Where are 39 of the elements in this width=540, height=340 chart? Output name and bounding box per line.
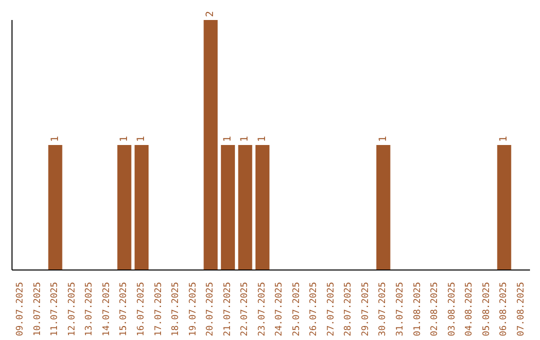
x-tick-label: 19.07.2025 [188,282,198,336]
x-tick-label: 14.07.2025 [102,282,112,336]
data-label: 1 [256,136,268,142]
x-tick-label: 15.07.2025 [119,282,130,336]
x-tick-label: 09.07.2025 [16,282,26,336]
data-label: 2 [205,10,216,17]
x-tick-label: 23.07.2025 [257,282,268,336]
x-tick-label: 20.07.2025 [206,282,216,336]
data-label: 1 [378,136,389,142]
x-tick-label: 12.07.2025 [67,282,78,336]
x-tick-label: 29.07.2025 [360,282,371,336]
x-tick-label: 02.08.2025 [430,282,440,336]
data-label: 1 [50,136,61,142]
data-label: 1 [222,136,234,142]
x-tick-label: 24.07.2025 [274,282,285,336]
x-tick-label: 07.08.2025 [516,282,526,336]
x-tick-label: 06.08.2025 [499,282,510,336]
x-tick-label: 16.07.2025 [136,282,146,336]
x-tick-label: 26.07.2025 [309,282,320,336]
x-tick-label: 17.07.2025 [154,282,164,336]
data-label: 1 [498,136,510,142]
data-label: 1 [136,136,148,142]
x-tick-label: 22.07.2025 [240,282,250,336]
x-tick-label: 10.07.2025 [32,282,43,336]
x-tick-label: 04.08.2025 [464,282,475,336]
data-label: 1 [118,136,130,142]
x-tick-label: 27.07.2025 [326,282,336,336]
x-tick-label: 03.08.2025 [447,282,458,336]
x-tick-label: 18.07.2025 [171,282,182,336]
x-tick-label: 21.07.2025 [222,282,233,336]
x-tick-label: 30.07.2025 [378,282,388,336]
x-tick-label: 05.08.2025 [482,282,492,336]
x-tick-label: 25.07.2025 [292,282,302,336]
x-tick-label: 01.08.2025 [412,282,423,336]
x-tick-label: 31.07.2025 [396,282,406,336]
x-tick-label: 13.07.2025 [84,282,95,336]
x-tick-label: 28.07.2025 [344,282,354,336]
data-label: 1 [240,136,251,142]
x-tick-label: 11.07.2025 [50,282,60,336]
